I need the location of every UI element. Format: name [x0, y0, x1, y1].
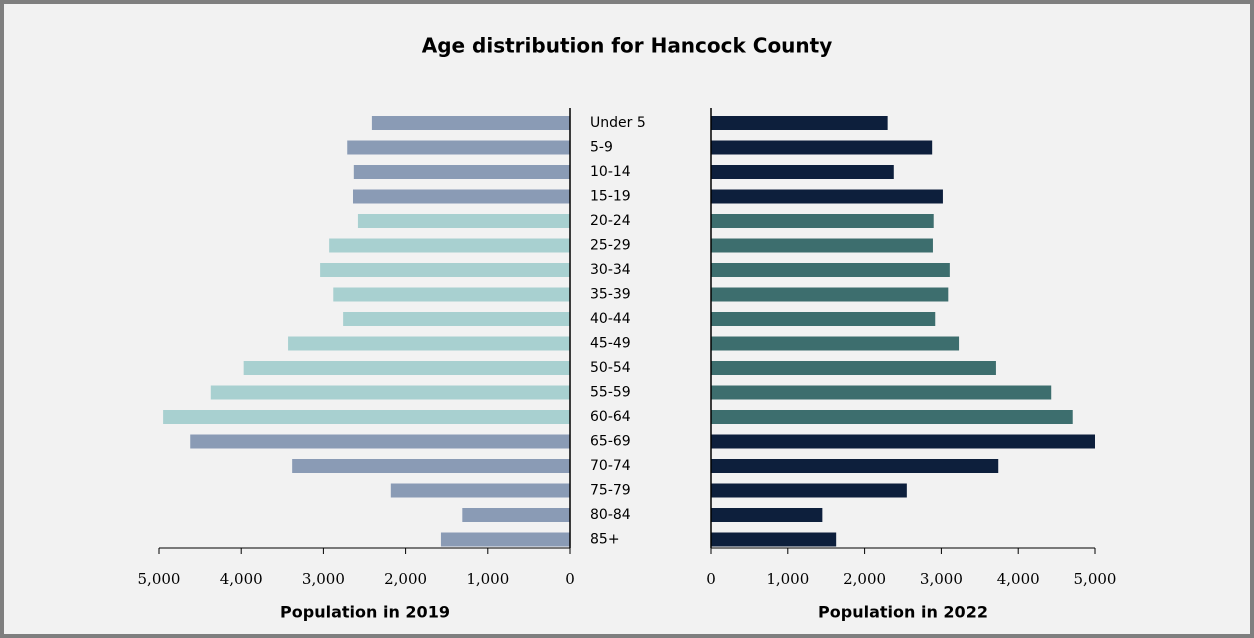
category-label: 75-79: [590, 483, 631, 499]
x-tick-label: 4,000: [997, 570, 1040, 588]
bar: [462, 508, 570, 522]
bar: [210, 385, 570, 400]
chart-title: Age distribution for Hancock County: [422, 34, 833, 58]
category-label: 10-14: [590, 164, 631, 180]
bar: [329, 238, 570, 253]
x-tick-label: 5,000: [1074, 570, 1117, 588]
category-label: 65-69: [590, 434, 631, 450]
category-label: 5-9: [590, 140, 613, 156]
bar: [711, 385, 1052, 400]
x-tick-label: 3,000: [302, 570, 345, 588]
category-label: 25-29: [590, 238, 631, 254]
x-tick-label: 0: [565, 570, 575, 588]
bar: [320, 263, 570, 277]
bar: [711, 189, 943, 204]
bar: [711, 336, 960, 351]
bar: [711, 508, 823, 522]
bar: [711, 410, 1073, 424]
bar: [711, 287, 949, 302]
bar: [357, 214, 570, 228]
bar: [711, 214, 934, 228]
bar: [333, 287, 570, 302]
bar: [190, 434, 570, 449]
bar: [243, 361, 570, 375]
bar: [352, 189, 570, 204]
bar: [288, 336, 570, 351]
bar: [711, 116, 888, 130]
bar: [347, 140, 570, 155]
bar: [711, 263, 950, 277]
bar: [343, 312, 570, 326]
category-label: 55-59: [590, 385, 631, 401]
category-label: 30-34: [590, 262, 631, 278]
category-label: 20-24: [590, 213, 631, 229]
bar: [711, 361, 996, 375]
bar: [711, 238, 933, 253]
category-label: 35-39: [590, 287, 631, 303]
x-tick-label: 4,000: [220, 570, 263, 588]
bar: [163, 410, 571, 424]
bar: [711, 483, 907, 498]
category-label: 80-84: [590, 507, 631, 523]
category-label: 40-44: [590, 311, 631, 327]
category-label: 15-19: [590, 189, 631, 205]
bar: [711, 459, 999, 473]
x-axis-label: Population in 2019: [280, 603, 450, 622]
bar: [371, 116, 570, 130]
x-tick-label: 1,000: [466, 570, 509, 588]
bar: [292, 459, 570, 473]
x-tick-label: 3,000: [920, 570, 963, 588]
x-tick-label: 0: [706, 570, 716, 588]
bar: [711, 312, 936, 326]
x-axis-label: Population in 2022: [818, 603, 988, 622]
bar: [440, 532, 570, 547]
bar: [711, 434, 1095, 449]
bar: [711, 140, 933, 155]
x-tick-label: 2,000: [843, 570, 886, 588]
category-label: 85+: [590, 532, 620, 548]
category-label: 60-64: [590, 409, 631, 425]
bar: [711, 165, 894, 179]
category-label: 70-74: [590, 458, 631, 474]
category-label: Under 5: [590, 115, 646, 131]
category-label: 45-49: [590, 336, 631, 352]
category-label: 50-54: [590, 360, 631, 376]
x-tick-label: 2,000: [384, 570, 427, 588]
bar: [390, 483, 570, 498]
x-tick-label: 1,000: [766, 570, 809, 588]
x-tick-label: 5,000: [138, 570, 181, 588]
bar: [711, 532, 837, 547]
bar: [353, 165, 570, 179]
